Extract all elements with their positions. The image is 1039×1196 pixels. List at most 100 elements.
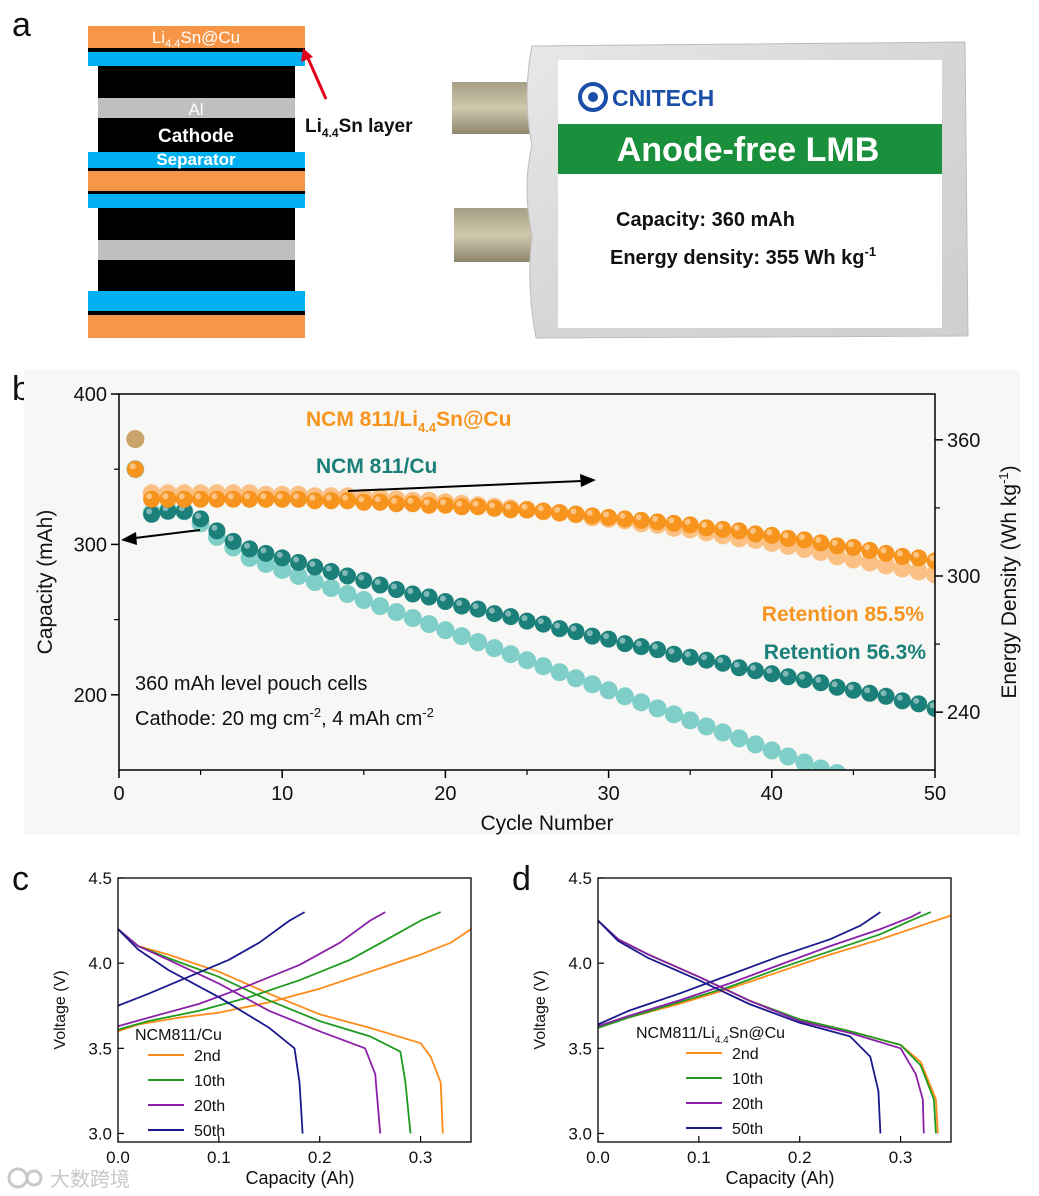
data-point xyxy=(338,567,356,585)
data-point-highlight xyxy=(537,505,544,512)
chart-d-frame xyxy=(597,877,952,1143)
data-point xyxy=(909,562,928,581)
watermark-icon xyxy=(7,1167,29,1189)
pouch-cell-photo: CNITECH Anode-free LMB Capacity: 360 mAh… xyxy=(452,41,969,339)
curve-charge-50th xyxy=(117,911,306,1007)
al-layer xyxy=(98,240,295,260)
data-point xyxy=(730,729,749,748)
data-point xyxy=(126,460,144,478)
data-point-highlight xyxy=(325,565,332,572)
watermark-text: 大数跨境 xyxy=(50,1168,130,1191)
data-point xyxy=(436,496,454,514)
data-point-highlight xyxy=(505,503,512,510)
data-point xyxy=(795,671,813,689)
li-sn-layer xyxy=(88,191,305,194)
data-point-highlight xyxy=(733,524,740,531)
data-point xyxy=(860,553,879,572)
data-point xyxy=(844,681,862,699)
data-point xyxy=(518,501,536,519)
data-point-highlight xyxy=(456,500,463,507)
legend-title-d: NCM811/Li4.4Sn@Cu xyxy=(636,1025,785,1046)
data-point-highlight xyxy=(913,697,920,704)
watermark-icon-dot xyxy=(25,1169,43,1187)
data-point-highlight xyxy=(390,583,397,590)
data-point xyxy=(469,498,487,516)
curve-discharge-2nd xyxy=(117,928,444,1134)
data-point xyxy=(615,687,634,706)
data-point xyxy=(453,597,471,615)
data-point xyxy=(420,588,438,606)
data-point xyxy=(567,505,585,523)
y-axis-label-c: Voltage (V) xyxy=(52,970,69,1049)
data-point xyxy=(371,576,389,594)
data-point xyxy=(616,635,634,653)
data-point xyxy=(893,692,911,710)
red-arrow-line xyxy=(305,55,328,100)
y2-tick-label: 360 xyxy=(947,430,980,452)
legend-label: 2nd xyxy=(732,1046,759,1063)
data-point xyxy=(730,659,748,677)
y-axis-label-b: Capacity (mAh) xyxy=(34,510,57,655)
data-point-highlight xyxy=(260,493,267,500)
data-point xyxy=(697,717,716,736)
y-tick-label: 3.5 xyxy=(568,1039,592,1058)
data-point xyxy=(632,638,650,656)
curve-charge-10th xyxy=(597,911,932,1029)
x-tick-label: 50 xyxy=(924,783,946,805)
data-point xyxy=(877,556,896,575)
data-point xyxy=(893,547,911,565)
data-point xyxy=(698,519,716,537)
li-sn-layer xyxy=(88,311,305,315)
data-point xyxy=(665,645,683,663)
separator-layer xyxy=(88,52,305,66)
data-point xyxy=(485,499,503,517)
data-point xyxy=(355,571,373,589)
curve-discharge-20th xyxy=(597,919,925,1134)
data-point-highlight xyxy=(766,667,773,674)
y-tick-label: 3.5 xyxy=(88,1039,112,1058)
data-point xyxy=(387,495,405,513)
data-point xyxy=(403,609,422,628)
cu-middle-layer xyxy=(88,171,305,191)
data-point xyxy=(404,495,422,513)
data-point xyxy=(681,648,699,666)
data-point-highlight xyxy=(488,502,495,509)
data-point-highlight xyxy=(766,529,773,536)
data-point xyxy=(143,505,161,523)
data-point xyxy=(795,531,813,549)
cu-top-layer xyxy=(88,26,305,48)
data-point xyxy=(714,520,732,538)
data-point-highlight xyxy=(456,600,463,607)
data-point xyxy=(746,735,765,754)
curve-discharge-50th xyxy=(117,928,304,1134)
pouch-label-card xyxy=(558,60,942,328)
y-axis-label-d: Voltage (V) xyxy=(532,970,549,1049)
data-point xyxy=(501,645,520,664)
data-point xyxy=(861,684,879,702)
data-point-highlight xyxy=(325,494,332,501)
y-tick-label: 4.0 xyxy=(568,954,592,973)
chart-c-frame xyxy=(117,877,472,1143)
data-point-highlight xyxy=(423,591,430,598)
data-point xyxy=(469,600,487,618)
arrow-head-left xyxy=(121,532,137,545)
data-point xyxy=(208,522,226,540)
panel-label-a: a xyxy=(12,6,31,44)
data-point xyxy=(632,511,650,529)
separator-label: Separator xyxy=(156,150,236,169)
data-point xyxy=(485,605,503,623)
data-point xyxy=(241,490,259,508)
data-point xyxy=(600,508,618,526)
data-point xyxy=(583,507,601,525)
data-point-highlight xyxy=(227,535,234,542)
data-point xyxy=(713,723,732,742)
data-point xyxy=(306,558,324,576)
data-point xyxy=(322,579,341,598)
data-point-highlight xyxy=(717,523,724,530)
x-axis-label-d: Capacity (Ah) xyxy=(725,1168,834,1188)
data-point xyxy=(273,549,291,567)
data-point xyxy=(779,747,798,766)
x-tick-label: 0.0 xyxy=(586,1148,610,1167)
data-point xyxy=(664,705,683,724)
data-point-highlight xyxy=(570,508,577,515)
